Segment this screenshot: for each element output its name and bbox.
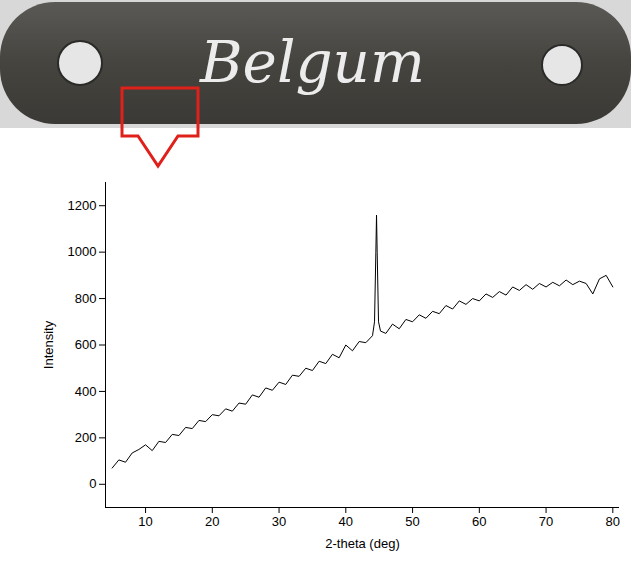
svg-text:2-theta (deg): 2-theta (deg) — [325, 536, 399, 551]
svg-text:400: 400 — [75, 384, 97, 399]
svg-text:Intensity: Intensity — [41, 320, 56, 369]
svg-text:20: 20 — [205, 514, 219, 529]
svg-text:1200: 1200 — [68, 198, 97, 213]
svg-text:Belgum: Belgum — [199, 28, 425, 96]
svg-text:30: 30 — [272, 514, 286, 529]
svg-text:10: 10 — [138, 514, 152, 529]
svg-text:70: 70 — [539, 514, 553, 529]
svg-text:600: 600 — [75, 337, 97, 352]
svg-text:200: 200 — [75, 430, 97, 445]
svg-text:800: 800 — [75, 291, 97, 306]
svg-text:40: 40 — [339, 514, 353, 529]
svg-text:80: 80 — [606, 514, 620, 529]
svg-text:1000: 1000 — [68, 244, 97, 259]
svg-text:0: 0 — [89, 476, 96, 491]
svg-text:60: 60 — [472, 514, 486, 529]
svg-text:50: 50 — [405, 514, 419, 529]
